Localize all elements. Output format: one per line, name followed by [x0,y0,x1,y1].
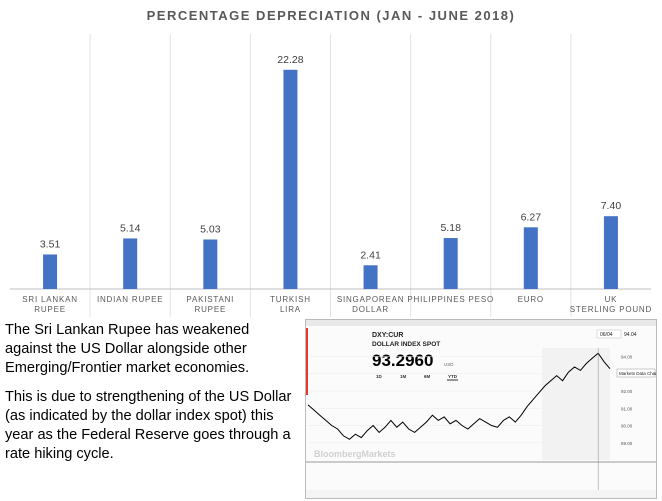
bar [603,216,618,289]
tooltip-label: Markets Data Chart [619,371,656,376]
category-label: LIRA [280,305,301,314]
category-label: PHILIPPINES PESO [407,295,494,304]
dollar-index-line [307,352,611,440]
shaded-region [542,348,610,460]
last-value-label: 94.04 [624,332,637,338]
note-line: (as indicated by the dollar index spot) … [5,408,274,424]
note-paragraph-1: The Sri Lankan Rupee has weakened agains… [5,321,301,378]
category-label: SINGAPOREAN [337,295,404,304]
y-tick-label: 94.00 [621,355,633,360]
y-tick-label: 91.00 [621,406,633,411]
bar [363,265,378,289]
index-name: DOLLAR INDEX SPOT [372,341,440,348]
note-line: against the US Dollar alongside other [5,341,247,357]
data-label: 3.51 [40,238,61,250]
category-label: DOLLAR [352,305,389,314]
dollar-index-chart: DXY:CUR DOLLAR INDEX SPOT 93.2960 USD 1D 1M 6M… [306,320,656,498]
data-label: 6.27 [521,211,542,223]
currency-label: USD [444,362,454,367]
data-label: 2.41 [360,249,381,261]
bar [443,238,458,289]
category-label: PAKISTANI [186,295,234,304]
data-label: 7.40 [601,200,622,212]
bar [203,239,218,289]
data-label: 5.14 [120,222,141,234]
category-label: RUPEE [195,305,227,314]
note-paragraph-2: This is due to strengthening of the US D… [5,388,301,464]
note-line: This is due to strengthening of the US D… [5,389,292,405]
bar [123,238,138,289]
category-label: TURKISH [270,295,311,304]
period-button: 6M [424,374,431,379]
y-tick-label: 90.00 [621,424,633,429]
date-badge [596,329,622,339]
inset-footer-bar [306,490,656,498]
y-tick-label: 89.00 [621,441,633,446]
chart-title: PERCENTAGE DEPRECIATION (JAN - JUNE 2018… [146,8,516,23]
date-label: 06/04 [600,332,613,338]
note-line: year as the Federal Reserve goes through… [5,427,291,443]
y-tick-label: 92.00 [621,389,633,394]
category-label: UK [605,295,618,304]
note-line: rate hiking cycle. [5,446,114,462]
category-label: SRI LANKAN [22,295,78,304]
bar [523,227,538,289]
note-line: Emerging/Frontier market economies. [5,360,250,376]
note-line: The Sri Lankan Rupee has weakened [5,322,250,338]
data-label: 22.28 [277,54,303,66]
period-button: YTD [448,374,458,379]
category-label: STERLING POUND [570,305,652,314]
data-label: 5.03 [200,224,221,236]
bar [283,69,298,289]
category-label: RUPEE [34,305,66,314]
period-button: 1M [400,374,407,379]
period-button: 1D [376,374,383,379]
tooltip-box [616,368,656,378]
bar [43,254,58,289]
inset-top-bar [306,320,656,326]
category-label: INDIAN RUPEE [97,295,164,304]
bloomberg-watermark: BloombergMarkets [314,449,396,459]
ticker-label: DXY:CUR [372,332,403,339]
index-price: 93.2960 [372,351,433,370]
category-label: EURO [518,295,544,304]
data-label: 5.18 [440,222,461,234]
bar-chart: PERCENTAGE DEPRECIATION (JAN - JUNE 2018… [10,8,652,317]
dollar-index-chart-screenshot: DXY:CUR DOLLAR INDEX SPOT 93.2960 USD 1D 1M 6M… [305,319,657,499]
